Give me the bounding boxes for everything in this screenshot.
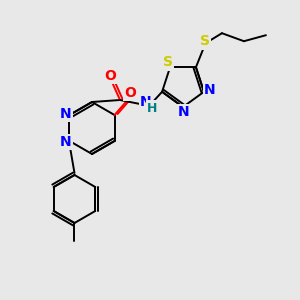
Text: N: N	[140, 95, 152, 109]
Text: N: N	[60, 107, 71, 121]
Text: S: S	[163, 55, 173, 69]
Text: H: H	[147, 101, 157, 115]
Text: O: O	[124, 86, 136, 100]
Text: O: O	[104, 69, 116, 83]
Text: N: N	[178, 105, 190, 119]
Text: N: N	[60, 135, 71, 149]
Text: S: S	[200, 34, 210, 48]
Text: N: N	[204, 83, 216, 97]
